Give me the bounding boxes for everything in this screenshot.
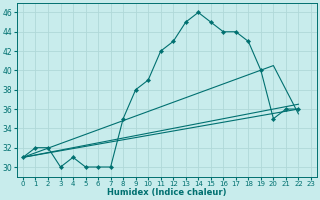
X-axis label: Humidex (Indice chaleur): Humidex (Indice chaleur): [107, 188, 227, 197]
